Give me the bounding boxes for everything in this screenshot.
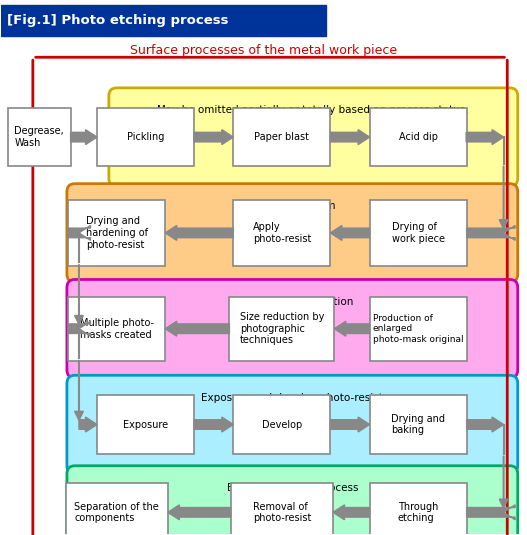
FancyBboxPatch shape <box>8 108 71 166</box>
Text: Production of
enlarged
photo-mask original: Production of enlarged photo-mask origin… <box>373 314 463 343</box>
Polygon shape <box>466 505 515 520</box>
FancyBboxPatch shape <box>97 108 194 166</box>
Text: Degrease,
Wash: Degrease, Wash <box>14 126 64 148</box>
FancyBboxPatch shape <box>97 395 194 454</box>
FancyBboxPatch shape <box>369 483 466 535</box>
Text: Photo-mask production: Photo-mask production <box>232 297 353 307</box>
Text: Drying of
work piece: Drying of work piece <box>392 222 445 244</box>
Polygon shape <box>79 417 97 432</box>
FancyBboxPatch shape <box>68 200 165 266</box>
Polygon shape <box>466 225 515 240</box>
FancyBboxPatch shape <box>369 200 466 266</box>
Text: Photo-resist film: Photo-resist film <box>250 201 335 211</box>
Text: Drying and
baking: Drying and baking <box>391 414 445 435</box>
Text: [Fig.1] Photo etching process: [Fig.1] Photo etching process <box>7 14 228 27</box>
Polygon shape <box>168 505 231 520</box>
Text: Etching and post process: Etching and post process <box>227 483 358 493</box>
Text: Acid dip: Acid dip <box>398 132 437 142</box>
Text: Develop: Develop <box>262 419 302 430</box>
Polygon shape <box>330 417 369 432</box>
FancyBboxPatch shape <box>67 375 518 473</box>
Text: Through
etching: Through etching <box>398 501 438 523</box>
Polygon shape <box>68 321 91 336</box>
Text: Drying and
hardening of
photo-resist: Drying and hardening of photo-resist <box>86 216 148 249</box>
Polygon shape <box>68 225 91 240</box>
FancyBboxPatch shape <box>369 108 466 166</box>
Polygon shape <box>330 225 369 240</box>
FancyBboxPatch shape <box>68 297 165 361</box>
Text: Size reduction by
photographic
techniques: Size reduction by photographic technique… <box>240 312 324 345</box>
FancyBboxPatch shape <box>67 466 518 535</box>
Text: Paper blast: Paper blast <box>255 132 309 142</box>
Text: Multiple photo-
masks created: Multiple photo- masks created <box>80 318 154 340</box>
FancyBboxPatch shape <box>67 279 518 378</box>
Polygon shape <box>466 129 504 144</box>
Polygon shape <box>194 417 233 432</box>
FancyBboxPatch shape <box>67 184 518 282</box>
Polygon shape <box>466 417 504 432</box>
FancyBboxPatch shape <box>109 88 518 186</box>
FancyBboxPatch shape <box>369 395 466 454</box>
Text: Removal of
photo-resist: Removal of photo-resist <box>252 501 311 523</box>
Text: Exposure and develop photo-resist: Exposure and develop photo-resist <box>201 393 383 403</box>
FancyBboxPatch shape <box>233 395 330 454</box>
Polygon shape <box>165 225 233 240</box>
FancyBboxPatch shape <box>231 483 333 535</box>
FancyBboxPatch shape <box>2 5 326 36</box>
FancyBboxPatch shape <box>229 297 334 361</box>
Polygon shape <box>71 129 97 144</box>
FancyBboxPatch shape <box>65 483 168 535</box>
Text: Apply
photo-resist: Apply photo-resist <box>252 222 311 244</box>
FancyBboxPatch shape <box>369 297 466 361</box>
Text: Exposure: Exposure <box>123 419 168 430</box>
FancyBboxPatch shape <box>233 200 330 266</box>
Polygon shape <box>333 505 369 520</box>
Polygon shape <box>165 321 229 336</box>
FancyBboxPatch shape <box>233 108 330 166</box>
Text: May be omitted partially or totally based on process status.: May be omitted partially or totally base… <box>158 105 469 116</box>
Text: Surface processes of the metal work piece: Surface processes of the metal work piec… <box>130 44 397 57</box>
Polygon shape <box>330 129 369 144</box>
Polygon shape <box>194 129 233 144</box>
Text: Separation of the
components: Separation of the components <box>74 501 159 523</box>
Polygon shape <box>334 321 369 336</box>
Text: Pickling: Pickling <box>127 132 164 142</box>
